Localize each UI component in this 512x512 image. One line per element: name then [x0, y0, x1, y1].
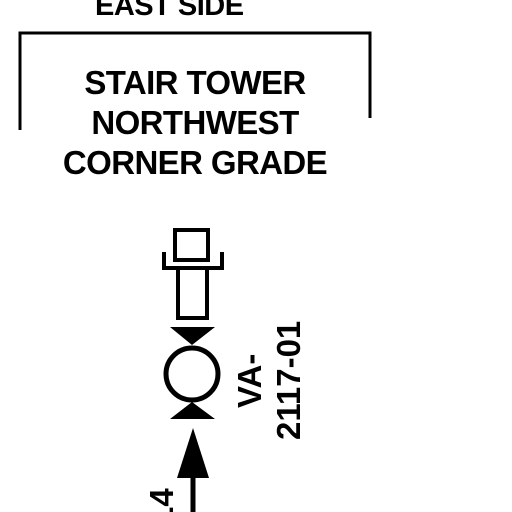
valve-tag-prefix: VA-: [231, 353, 268, 408]
location-line-2: NORTHWEST: [91, 104, 299, 141]
valve-top-triangle: [170, 327, 215, 345]
area-label: EAST SIDE: [95, 0, 244, 22]
location-line-3: CORNER GRADE: [62, 144, 328, 181]
flow-arrow-icon: [177, 428, 209, 478]
valve-ball: [163, 345, 221, 403]
location-line-1: STAIR TOWER: [84, 64, 306, 101]
pipe-line-number: 14: [143, 488, 180, 512]
valve-tag-number: 2117-01: [270, 320, 307, 440]
valve-bottom-triangle: [170, 402, 215, 419]
cap-square: [173, 228, 210, 262]
location-bracket: [18, 31, 372, 130]
connector-body: [176, 266, 209, 320]
